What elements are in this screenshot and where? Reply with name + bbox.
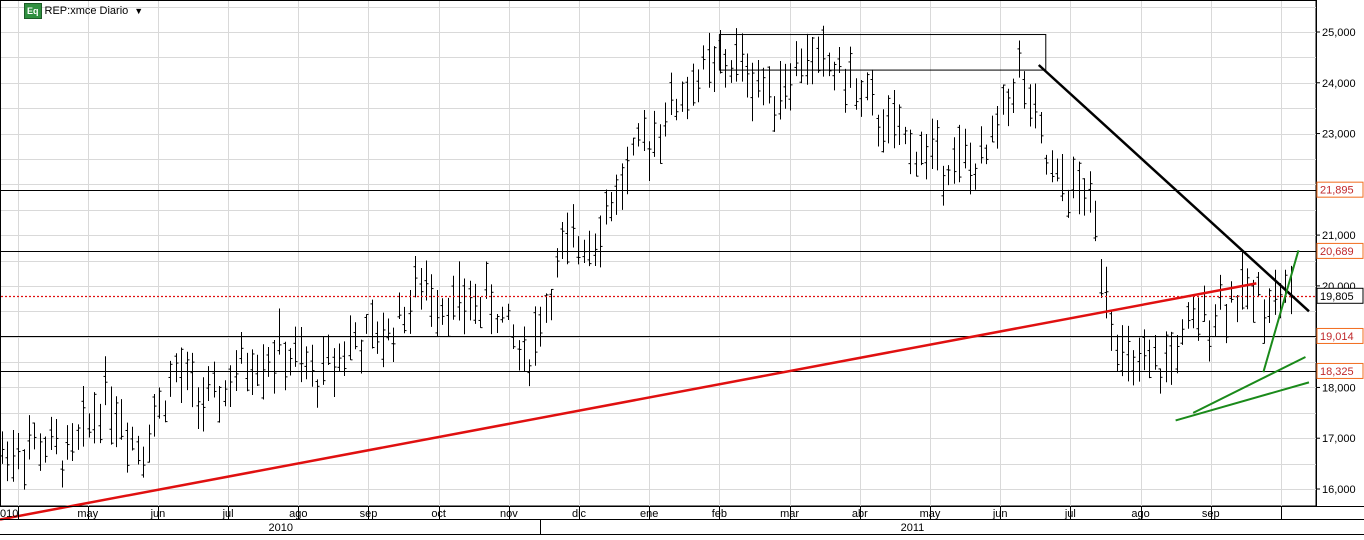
x-month-label: sep	[1202, 508, 1220, 520]
y-tick-label: 16,000	[1322, 484, 1356, 496]
black-downtrend-line	[1037, 64, 1310, 313]
level-label: 21,895	[1320, 185, 1354, 197]
y-tick-label: 18,000	[1322, 382, 1356, 394]
x-month-label: mar	[780, 508, 799, 520]
x-month-label: abr	[852, 508, 868, 520]
level-label: 20,689	[1320, 246, 1354, 258]
current-price-box	[1316, 287, 1364, 304]
x-month-label: jun	[150, 508, 166, 520]
plot-frame	[0, 0, 1317, 507]
x-month-label: ago	[1131, 508, 1149, 520]
y-tick-label: 21,000	[1322, 230, 1356, 242]
level-box	[1316, 242, 1364, 259]
caret-down-icon[interactable]: ▼	[134, 6, 144, 16]
x-month-label: jul	[222, 508, 234, 520]
level-box	[1316, 181, 1364, 198]
red-uptrend-line	[0, 282, 1257, 521]
green-trend-line	[1175, 381, 1310, 422]
x-month-label: dic	[572, 508, 587, 520]
x-month-label: nov	[500, 508, 518, 520]
x-month-label: oct	[431, 508, 446, 520]
green-trend-line	[1192, 356, 1306, 414]
level-box	[1316, 327, 1364, 344]
y-tick-label: 17,000	[1322, 433, 1356, 445]
x-year-label: 2010	[269, 522, 293, 534]
x-year-label: 2011	[901, 522, 925, 534]
x-month-label: may	[920, 508, 941, 520]
level-label: 18,325	[1320, 366, 1354, 378]
x-month-label: jun	[992, 508, 1008, 520]
y-tick-label: 25,000	[1322, 27, 1356, 39]
x-month-label: sep	[360, 508, 378, 520]
x-first-label: 010	[0, 508, 18, 520]
x-month-label: ago	[289, 508, 307, 520]
ohlc-bars	[0, 25, 1294, 490]
current-price-label: 19,805	[1320, 291, 1354, 303]
consolidation-box	[718, 34, 1047, 71]
x-month-label: jul	[1064, 508, 1076, 520]
y-tick-label: 24,000	[1322, 78, 1356, 90]
green-trend-line	[1262, 250, 1300, 373]
x-month-label: feb	[712, 508, 727, 520]
x-month-label: ene	[640, 508, 658, 520]
x-month-label: may	[77, 508, 98, 520]
ticker-header[interactable]: Eq REP:xmce Diario ▼	[24, 3, 143, 19]
level-box	[1316, 362, 1364, 379]
level-label: 19,014	[1320, 331, 1354, 343]
y-tick-label: 23,000	[1322, 129, 1356, 141]
chart-title: REP:xmce Diario	[44, 5, 129, 17]
equity-badge: Eq	[24, 3, 42, 19]
